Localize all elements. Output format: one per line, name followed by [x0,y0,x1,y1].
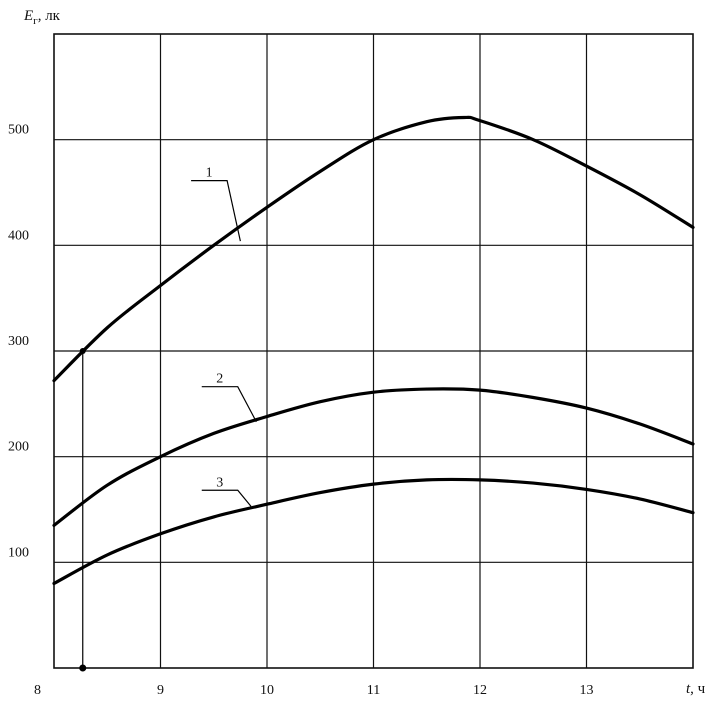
series-line-3 [52,477,695,586]
y-tick-label: 400 [8,228,29,243]
reference-axis-point [79,664,87,672]
x-tick-label: 9 [157,683,164,698]
series-leader-2 [201,386,257,423]
x-tick-label: 11 [367,683,380,698]
x-tick-label: 8 [34,683,41,698]
series-line-2 [52,387,695,527]
series-leader-3 [201,489,252,507]
y-axis-label: Eг, лк [23,8,61,27]
x-tick-label: 12 [473,683,487,698]
series-leader-1 [191,180,241,242]
y-tick-label: 200 [8,440,29,455]
series-line-1 [52,115,695,383]
y-tick-label: 500 [8,123,29,138]
y-tick-label: 300 [8,334,29,349]
grid [53,33,694,669]
series-label-1: 1 [206,166,213,181]
x-axis-label: t, ч [686,681,706,697]
y-tick-label: 100 [8,545,29,560]
series-curves: 1 2 3 [52,115,695,586]
x-tick-label: 10 [260,683,274,698]
series-label-3: 3 [216,475,223,490]
x-tick-label: 13 [580,683,594,698]
series-label-2: 2 [216,372,223,387]
reference-marker [79,348,87,672]
